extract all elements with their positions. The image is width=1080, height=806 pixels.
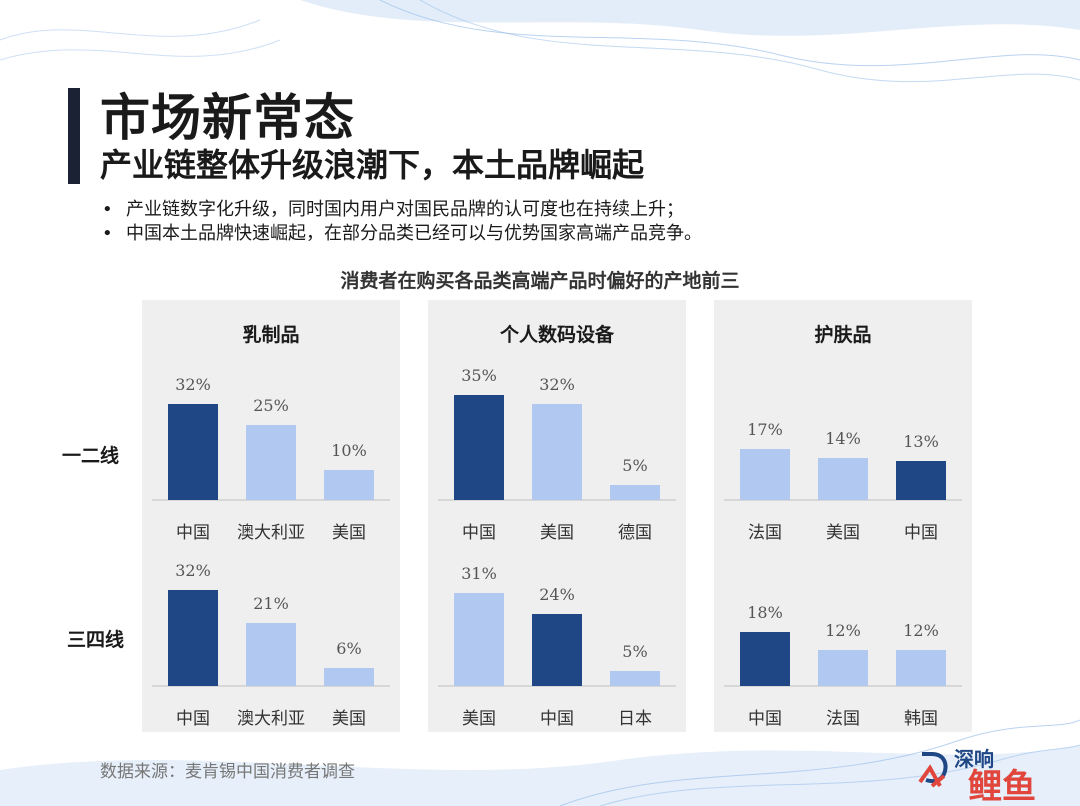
bar (740, 632, 790, 686)
bar (324, 668, 374, 686)
bar (324, 470, 374, 500)
chart-title: 消费者在购买各品类高端产品时偏好的产地前三 (340, 270, 740, 292)
category-label: 中国 (462, 523, 496, 543)
bar (168, 404, 218, 500)
category-label: 韩国 (904, 709, 938, 729)
category-label: 中国 (540, 709, 574, 729)
bar (246, 425, 296, 500)
data-label: 25% (253, 396, 289, 415)
category-label: 法国 (826, 709, 860, 729)
row-label-tier1-2: 一二线 (62, 445, 120, 467)
bullet-item: • 产业链数字化升级，同时国内用户对国民品牌的认可度也在持续上升； (98, 198, 702, 222)
bullet-text: 产业链数字化升级，同时国内用户对国民品牌的认可度也在持续上升； (126, 199, 684, 220)
bullet-item: • 中国本土品牌快速崛起，在部分品类已经可以与优势国家高端产品竞争。 (98, 222, 702, 246)
category-label: 澳大利亚 (237, 523, 305, 543)
bar (246, 623, 296, 686)
bar (168, 590, 218, 686)
title-accent-bar (68, 88, 80, 184)
bar (532, 614, 582, 686)
bar (740, 449, 790, 500)
bar (610, 671, 660, 686)
brand-logo: 深响 鲤鱼 (918, 747, 1036, 802)
data-label: 31% (461, 564, 497, 583)
category-label: 法国 (748, 523, 782, 543)
bullet-list: • 产业链数字化升级，同时国内用户对国民品牌的认可度也在持续上升； • 中国本土品牌… (98, 198, 702, 246)
data-label: 32% (175, 375, 211, 394)
data-label: 32% (175, 561, 211, 580)
bullet-text: 中国本土品牌快速崛起，在部分品类已经可以与优势国家高端产品竞争。 (126, 223, 702, 244)
bullet-marker: • (102, 199, 113, 220)
bar (454, 593, 504, 686)
bar (896, 461, 946, 500)
category-label: 澳大利亚 (237, 709, 305, 729)
category-label: 美国 (332, 709, 366, 729)
data-label: 13% (903, 432, 939, 451)
data-label: 10% (331, 441, 367, 460)
data-label: 18% (747, 603, 783, 622)
category-label: 德国 (618, 523, 652, 543)
data-label: 6% (336, 639, 361, 658)
data-label: 14% (825, 429, 861, 448)
bar (818, 650, 868, 686)
data-label: 35% (461, 366, 497, 385)
bar (454, 395, 504, 500)
category-label: 美国 (462, 709, 496, 729)
panel-title: 个人数码设备 (499, 323, 615, 346)
panel-title: 乳制品 (242, 323, 299, 346)
data-label: 21% (253, 594, 289, 613)
panel-title: 护肤品 (814, 323, 871, 346)
category-label: 中国 (176, 523, 210, 543)
data-source: 数据来源：麦肯锡中国消费者调查 (100, 762, 355, 782)
data-label: 17% (747, 420, 783, 439)
category-label: 中国 (748, 709, 782, 729)
bar (610, 485, 660, 500)
data-label: 12% (903, 621, 939, 640)
category-label: 中国 (904, 523, 938, 543)
bar (532, 404, 582, 500)
category-label: 美国 (332, 523, 366, 543)
logo-text-bottom: 鲤鱼 (968, 767, 1036, 802)
bullet-marker: • (102, 223, 113, 244)
logo-text-top: 深响 (954, 747, 994, 771)
bar (896, 650, 946, 686)
data-label: 5% (622, 642, 647, 661)
data-label: 32% (539, 375, 575, 394)
category-label: 日本 (618, 709, 652, 729)
page-subtitle: 产业链整体升级浪潮下，本土品牌崛起 (100, 146, 645, 184)
bar (818, 458, 868, 500)
page-title: 市场新常态 (100, 88, 355, 147)
data-label: 12% (825, 621, 861, 640)
category-label: 美国 (826, 523, 860, 543)
data-label: 24% (539, 585, 575, 604)
row-label-tier3-4: 三四线 (67, 629, 125, 651)
data-label: 5% (622, 456, 647, 475)
category-label: 中国 (176, 709, 210, 729)
category-label: 美国 (540, 523, 574, 543)
